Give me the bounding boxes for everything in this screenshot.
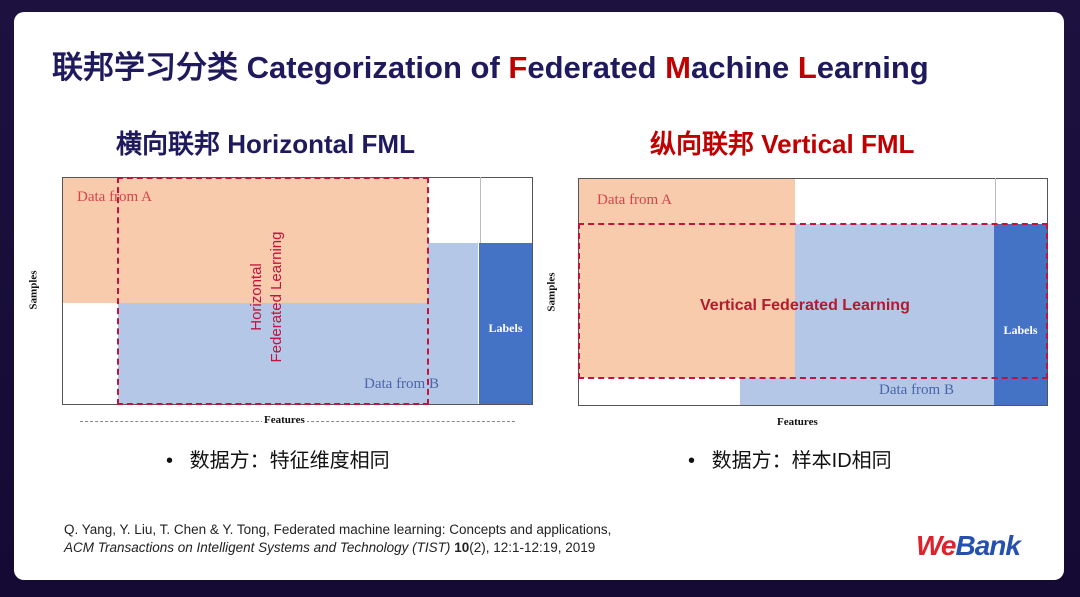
webank-logo: WeBank bbox=[916, 530, 1021, 561]
vertical-bullet: • 数据方：样本ID相同 bbox=[688, 450, 892, 472]
data-b-block bbox=[428, 243, 478, 404]
slide-title: 联邦学习分类 Categorization of Federated Machi… bbox=[52, 50, 929, 85]
data-a-block bbox=[579, 179, 795, 378]
samples-axis-label: Samples bbox=[545, 272, 558, 312]
features-axis-label: Features bbox=[777, 416, 818, 428]
data-b-label: Data from B bbox=[879, 382, 954, 398]
samples-axis-label: Samples bbox=[27, 270, 40, 310]
data-a-label: Data from A bbox=[77, 189, 152, 205]
data-a-label: Data from A bbox=[597, 192, 672, 208]
vertical-fl-region bbox=[578, 223, 1048, 379]
data-b-block bbox=[740, 378, 994, 405]
data-b-block bbox=[118, 303, 428, 404]
horizontal-bullet: • 数据方：特征维度相同 bbox=[166, 450, 390, 472]
labels-text: Labels bbox=[488, 321, 523, 335]
grid-line bbox=[480, 177, 481, 243]
horizontal-fl-region bbox=[117, 177, 429, 405]
labels-block bbox=[479, 243, 532, 404]
data-b-label: Data from B bbox=[364, 376, 439, 392]
horizontal-heading: 横向联邦 Horizontal FML bbox=[116, 129, 415, 159]
data-a-block bbox=[63, 178, 428, 303]
features-axis-label: Features bbox=[262, 414, 307, 426]
horizontal-fl-label: Horizontal Federated Learning bbox=[248, 231, 285, 363]
labels-block bbox=[994, 224, 1047, 405]
vertical-fl-label: Vertical Federated Learning bbox=[700, 297, 910, 314]
data-b-block bbox=[795, 224, 994, 378]
labels-text: Labels bbox=[1003, 323, 1038, 337]
grid-line bbox=[995, 178, 996, 224]
reference: Q. Yang, Y. Liu, T. Chen & Y. Tong, Fede… bbox=[64, 522, 612, 555]
vertical-heading: 纵向联邦 Vertical FML bbox=[650, 129, 915, 159]
